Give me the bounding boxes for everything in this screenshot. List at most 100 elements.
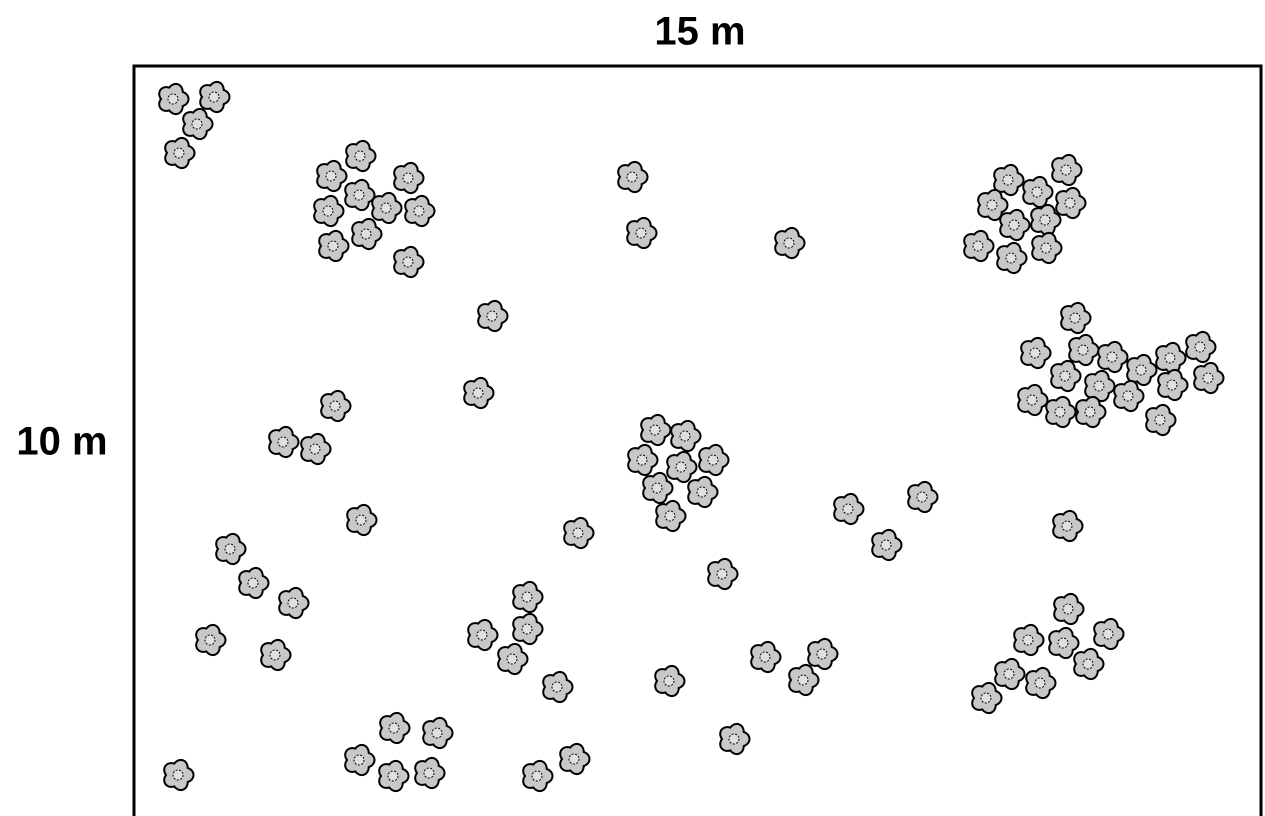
flower-center bbox=[1154, 414, 1166, 426]
flower-center bbox=[486, 310, 498, 322]
flower bbox=[788, 663, 820, 697]
flower-center bbox=[1029, 347, 1041, 359]
flower-center bbox=[651, 482, 663, 494]
flower bbox=[278, 586, 310, 620]
flower bbox=[393, 161, 425, 195]
flower-center bbox=[1122, 390, 1134, 402]
flower bbox=[719, 722, 751, 756]
flower bbox=[463, 376, 495, 410]
flower-center bbox=[423, 767, 435, 779]
flower-center bbox=[1082, 658, 1094, 670]
flower bbox=[1113, 379, 1145, 413]
flower-center bbox=[1054, 406, 1066, 418]
flower bbox=[1053, 592, 1085, 626]
flower bbox=[260, 638, 292, 672]
flower bbox=[158, 82, 190, 116]
flower bbox=[414, 756, 446, 790]
flower-center bbox=[626, 171, 638, 183]
flower bbox=[344, 178, 376, 212]
flower bbox=[238, 566, 270, 600]
flower-center bbox=[325, 170, 337, 182]
flower-center bbox=[322, 205, 334, 217]
flower-center bbox=[1003, 668, 1015, 680]
flower bbox=[642, 471, 674, 505]
flower-center bbox=[173, 147, 185, 159]
flower bbox=[1157, 368, 1189, 402]
flower bbox=[1093, 617, 1125, 651]
flower-center bbox=[353, 189, 365, 201]
flower bbox=[977, 188, 1009, 222]
flower bbox=[1193, 361, 1225, 395]
flower-center bbox=[1022, 634, 1034, 646]
flower-center bbox=[916, 491, 928, 503]
flower-center bbox=[716, 568, 728, 580]
flower bbox=[994, 657, 1026, 691]
flower-center bbox=[1002, 174, 1014, 186]
flower-center bbox=[204, 634, 216, 646]
flowers bbox=[158, 80, 1225, 793]
flower bbox=[512, 612, 544, 646]
flower bbox=[1145, 403, 1177, 437]
flower bbox=[559, 742, 591, 776]
flower bbox=[1050, 359, 1082, 393]
flower bbox=[182, 107, 214, 141]
flower-center bbox=[521, 623, 533, 635]
flower-center bbox=[380, 202, 392, 214]
flower bbox=[750, 640, 782, 674]
flower-center bbox=[972, 240, 984, 252]
flower bbox=[316, 159, 348, 193]
flower-center bbox=[353, 754, 365, 766]
flower-center bbox=[675, 461, 687, 473]
flower-center bbox=[1069, 312, 1081, 324]
flower bbox=[404, 194, 436, 228]
flower bbox=[707, 557, 739, 591]
flower-center bbox=[1005, 252, 1017, 264]
flower-center bbox=[679, 430, 691, 442]
flower bbox=[542, 670, 574, 704]
flower-center bbox=[329, 400, 341, 412]
flower bbox=[422, 716, 454, 750]
flower-center bbox=[816, 648, 828, 660]
flower bbox=[654, 664, 686, 698]
flower bbox=[1126, 353, 1158, 387]
flower-center bbox=[1040, 242, 1052, 254]
flower-center bbox=[797, 674, 809, 686]
flower bbox=[1048, 626, 1080, 660]
flower bbox=[215, 532, 247, 566]
flower-center bbox=[1008, 219, 1020, 231]
flower-center bbox=[1034, 677, 1046, 689]
flower-center bbox=[1135, 364, 1147, 376]
flower bbox=[393, 245, 425, 279]
flower bbox=[378, 759, 410, 793]
flower-center bbox=[1102, 628, 1114, 640]
flower bbox=[1051, 153, 1083, 187]
flower-center bbox=[287, 597, 299, 609]
flower bbox=[1185, 330, 1217, 364]
flower-center bbox=[1093, 380, 1105, 392]
flower-center bbox=[413, 205, 425, 217]
flower bbox=[1075, 395, 1107, 429]
flower bbox=[1022, 175, 1054, 209]
flower-center bbox=[649, 424, 661, 436]
flower bbox=[497, 642, 529, 676]
flower-center bbox=[431, 727, 443, 739]
flower bbox=[1097, 340, 1129, 374]
flower-center bbox=[696, 486, 708, 498]
flower bbox=[971, 681, 1003, 715]
flower bbox=[871, 528, 903, 562]
flower-center bbox=[402, 256, 414, 268]
flower bbox=[522, 759, 554, 793]
flower bbox=[320, 389, 352, 423]
flower-center bbox=[986, 199, 998, 211]
flower-center bbox=[1031, 186, 1043, 198]
flower-center bbox=[664, 510, 676, 522]
flower bbox=[640, 413, 672, 447]
flower bbox=[379, 711, 411, 745]
flower bbox=[963, 229, 995, 263]
flower bbox=[1073, 647, 1105, 681]
flower-center bbox=[707, 454, 719, 466]
flower bbox=[164, 136, 196, 170]
width-label: 15 m bbox=[654, 10, 745, 54]
height-label: 10 m bbox=[16, 420, 107, 464]
